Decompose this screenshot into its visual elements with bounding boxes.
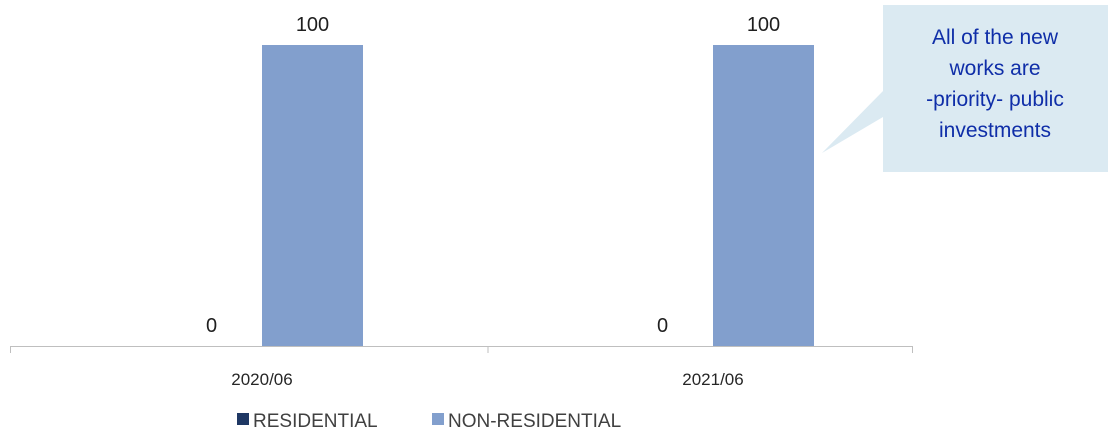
callout-line-4: investments bbox=[939, 119, 1051, 142]
callout-line-3: -priority- public bbox=[926, 88, 1064, 111]
callout-line-2: works are bbox=[948, 57, 1040, 80]
bar-non-residential-2021-06 bbox=[713, 45, 814, 346]
legend-swatch-non-residential bbox=[432, 413, 444, 425]
bars-group bbox=[262, 45, 814, 346]
data-label-residential-2020-06: 0 bbox=[206, 315, 217, 337]
callout-line-1: All of the new bbox=[932, 26, 1059, 49]
data-label-non-residential-2021-06: 100 bbox=[747, 14, 780, 36]
data-label-residential-2021-06: 0 bbox=[657, 315, 668, 337]
legend-swatch-residential bbox=[237, 413, 249, 425]
data-label-non-residential-2020-06: 100 bbox=[296, 14, 329, 36]
legend: RESIDENTIAL NON-RESIDENTIAL bbox=[237, 411, 621, 432]
x-axis: 2020/06 2021/06 bbox=[10, 346, 913, 389]
legend-label-non-residential: NON-RESIDENTIAL bbox=[448, 411, 621, 432]
bar-non-residential-2020-06 bbox=[262, 45, 363, 346]
callout-bubble bbox=[822, 5, 1108, 172]
x-tick-label: 2020/06 bbox=[231, 370, 292, 389]
annotation-callout: All of the new works are -priority- publ… bbox=[822, 5, 1108, 172]
data-labels-group: 0 100 0 100 bbox=[206, 14, 780, 337]
x-tick-label: 2021/06 bbox=[682, 370, 743, 389]
legend-label-residential: RESIDENTIAL bbox=[253, 411, 378, 432]
